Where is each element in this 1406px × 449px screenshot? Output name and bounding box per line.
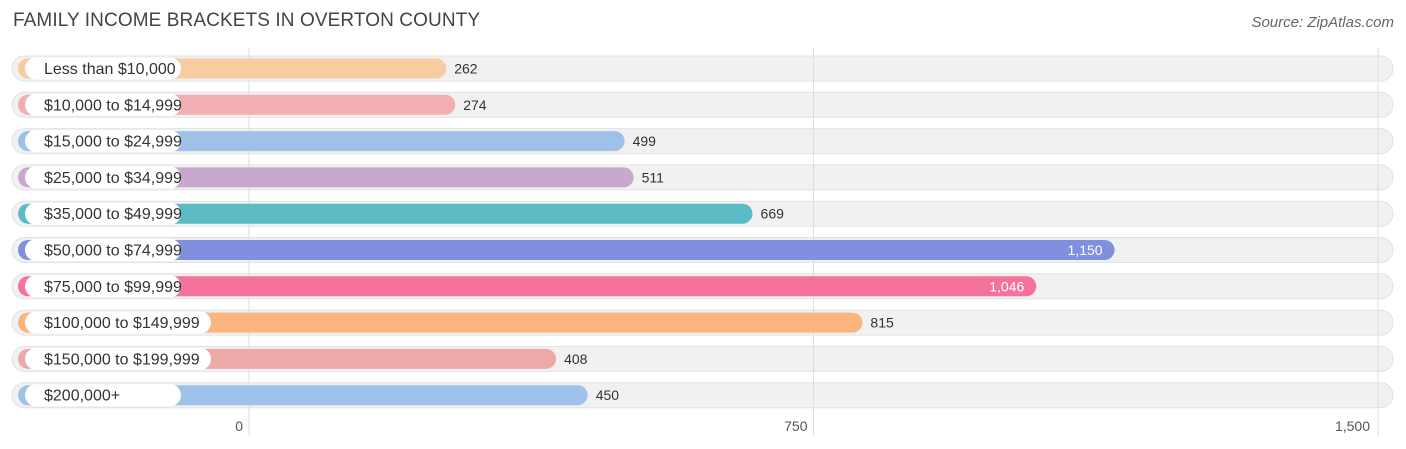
category-label: $75,000 to $99,999 (44, 279, 182, 296)
x-tick-label: 0 (235, 418, 243, 434)
x-tick-label: 1,500 (1335, 418, 1370, 434)
bar[interactable] (18, 203, 753, 224)
value-label: 274 (463, 97, 487, 113)
value-label: 408 (564, 351, 588, 367)
bar[interactable] (18, 240, 1115, 260)
category-label: $50,000 to $74,999 (44, 243, 182, 260)
category-label: $25,000 to $34,999 (44, 170, 182, 187)
category-pill (25, 347, 211, 370)
category-pill (25, 275, 181, 298)
value-label: 1,046 (989, 278, 1024, 294)
bar[interactable] (18, 312, 863, 333)
category-label: Less than $10,000 (44, 61, 176, 78)
category-pill (25, 57, 181, 80)
chart-title: FAMILY INCOME BRACKETS IN OVERTON COUNTY (13, 10, 481, 31)
category-pill (25, 93, 181, 116)
category-label: $10,000 to $14,999 (44, 97, 182, 114)
category-label: $200,000+ (44, 388, 120, 405)
category-label: $15,000 to $24,999 (44, 134, 182, 151)
category-pill (25, 202, 181, 225)
chart-source: Source: ZipAtlas.com (1251, 14, 1394, 31)
value-label: 1,150 (1068, 242, 1103, 258)
bars: Less than $10,000 262 $10,000 to $14,999 27… (18, 57, 1115, 407)
value-label: 450 (596, 387, 620, 403)
value-label: 669 (761, 206, 785, 222)
value-label: 499 (633, 133, 657, 149)
category-pill (25, 239, 181, 261)
x-tick-label: 750 (784, 418, 808, 434)
value-label: 262 (454, 61, 478, 77)
category-pill (25, 311, 211, 334)
category-pill (25, 130, 181, 153)
category-label: $100,000 to $149,999 (44, 315, 200, 332)
value-label: 815 (870, 315, 894, 331)
value-label: 511 (642, 169, 665, 185)
bar[interactable] (18, 276, 1037, 297)
category-label: $35,000 to $49,999 (44, 206, 182, 223)
category-pill (25, 384, 181, 407)
category-label: $150,000 to $199,999 (44, 351, 200, 368)
category-pill (25, 166, 181, 189)
x-axis: 0 750 1,500 (235, 418, 1370, 434)
